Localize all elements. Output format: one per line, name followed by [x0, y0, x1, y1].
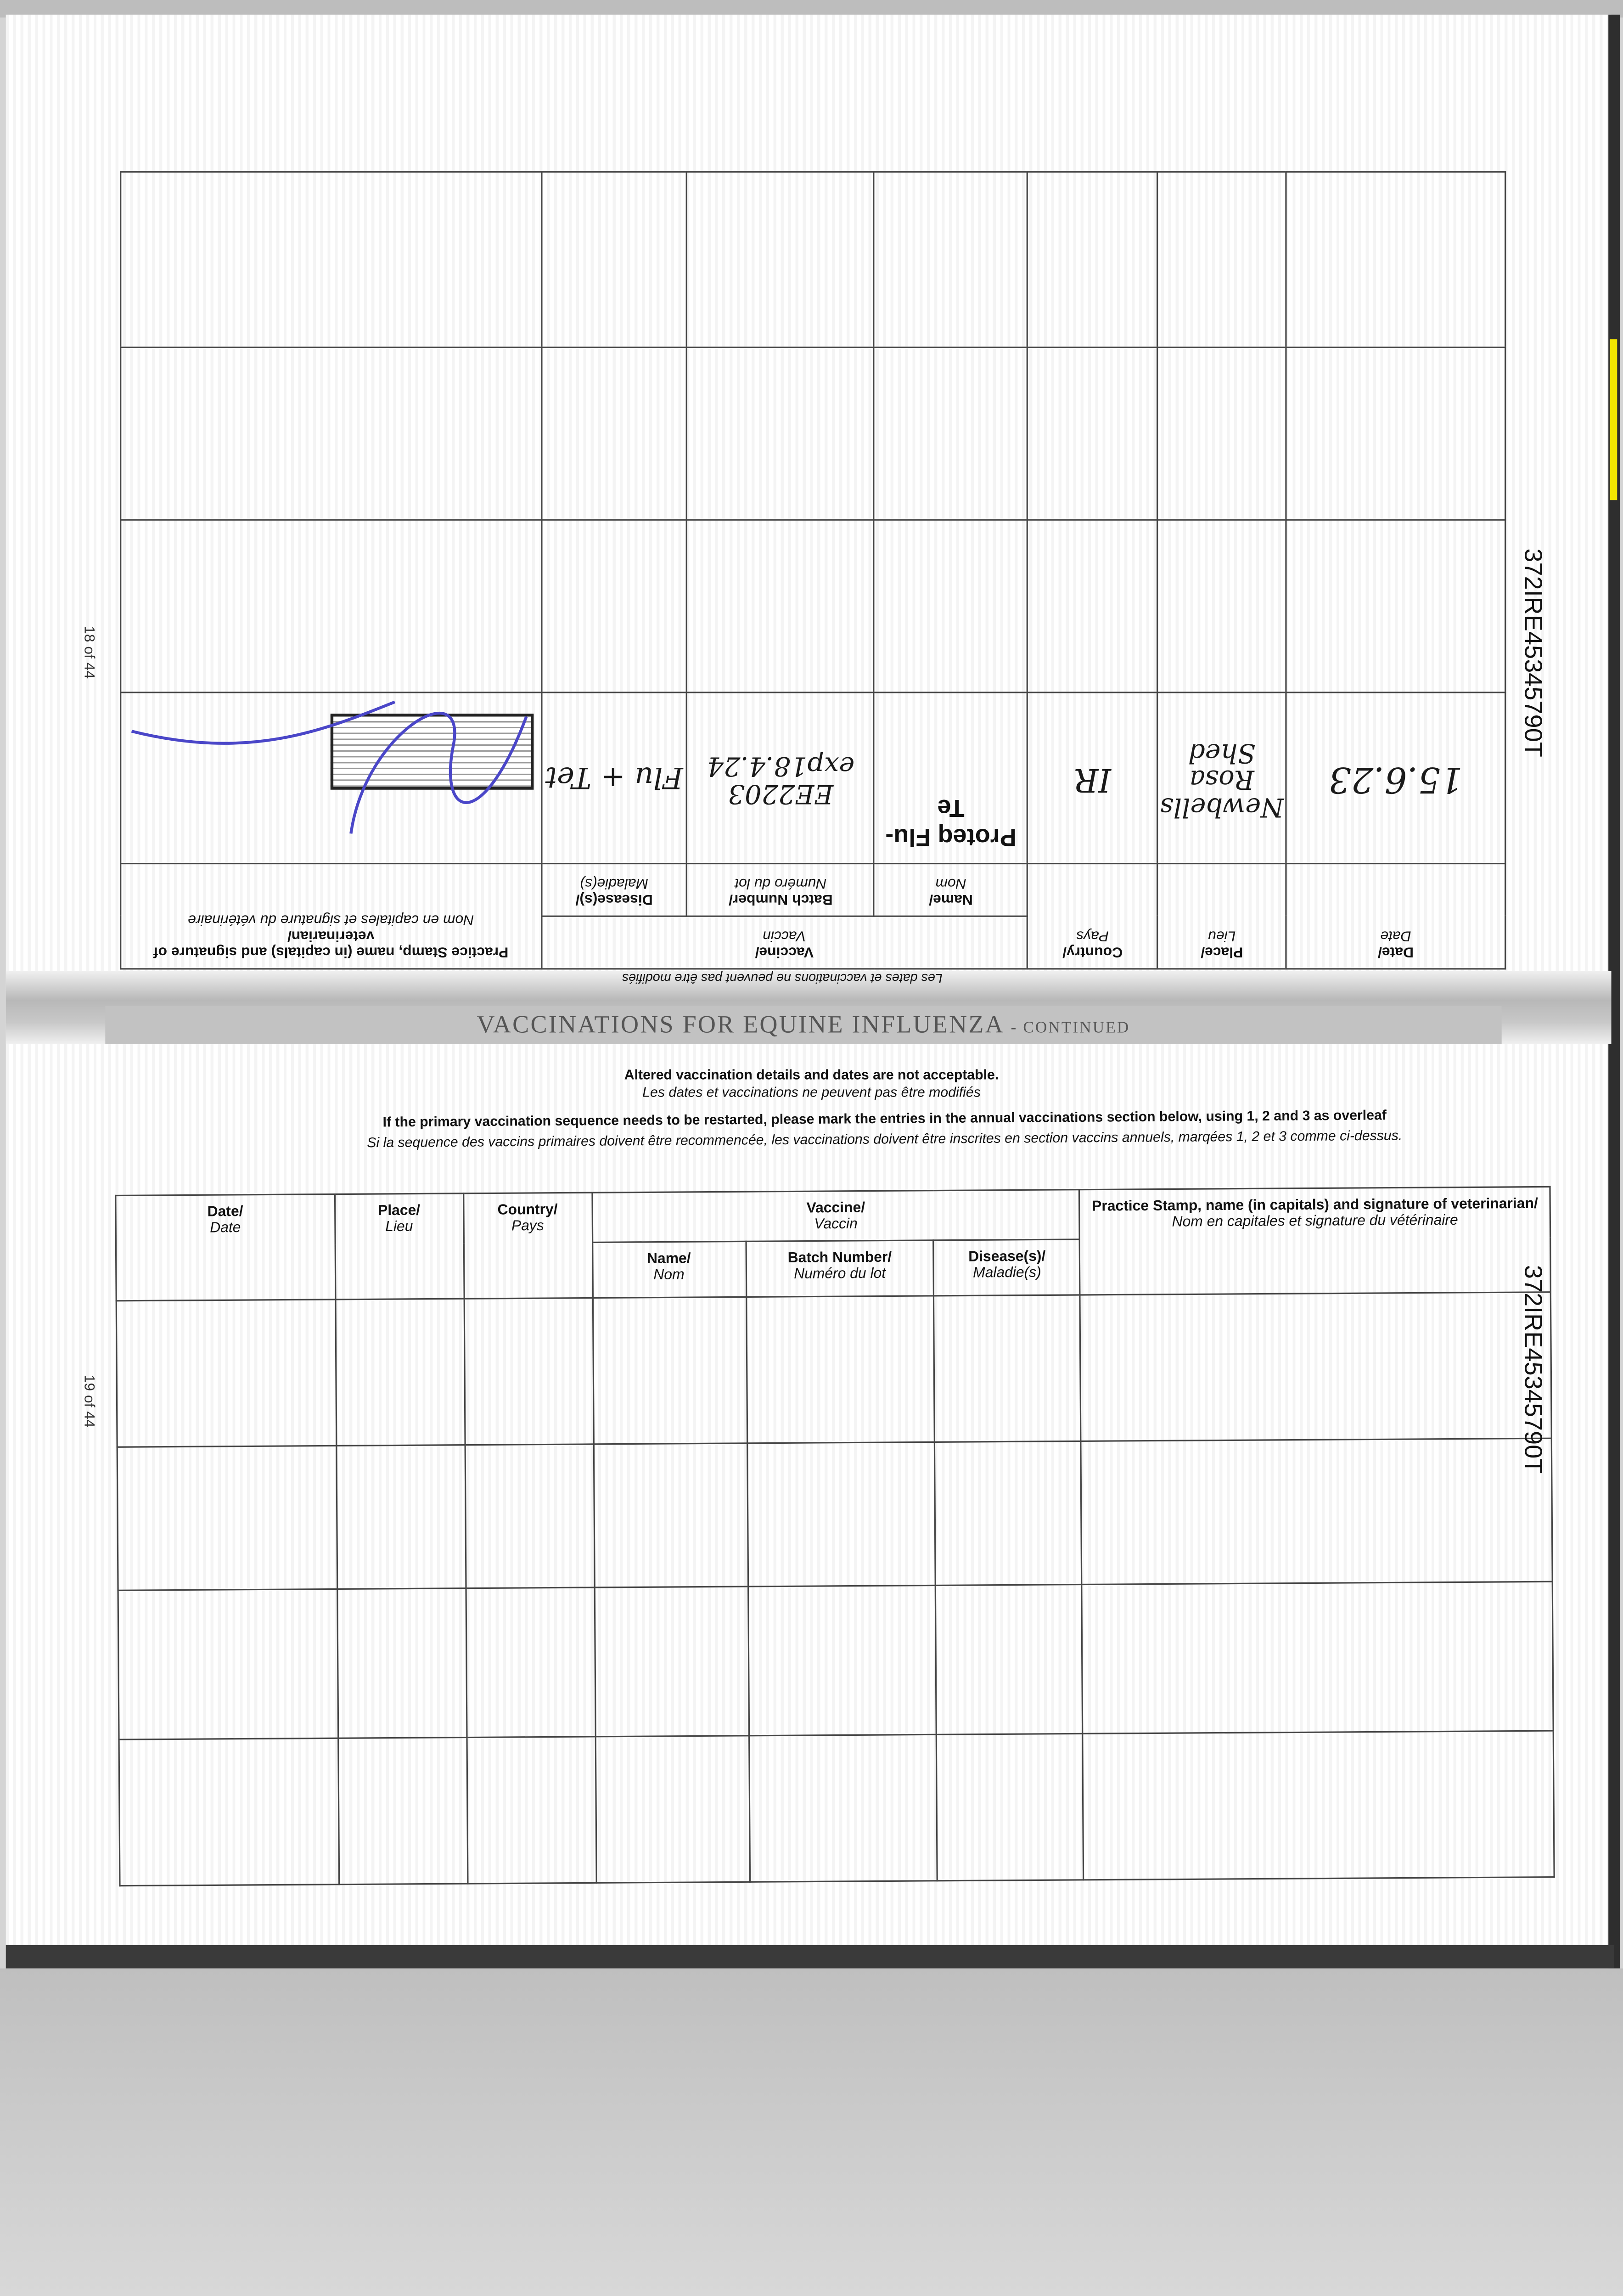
passport-id-upper: 372IRE45345790T: [1519, 548, 1547, 757]
entry-vaccine-name: Proteq Flu-Te: [874, 692, 1028, 864]
entry-place: Newbells Rosa Shed: [1157, 692, 1286, 864]
passport-id-lower: 372IRE45345790T: [1519, 1265, 1547, 1474]
header-vaccine: Vaccine/Vaccin: [591, 1189, 1080, 1243]
notice-altered-fr: Les dates et vaccinations ne peuvent pas…: [642, 1085, 981, 1102]
header-batch: Batch Number/Numéro du lot: [745, 1240, 934, 1297]
header-stamp: Practice Stamp, name (in capitals) and s…: [120, 863, 541, 969]
table-row: 15.6.23 Newbells Rosa Shed IR Proteq Flu…: [120, 692, 1505, 864]
entry-batch: EE2203 exp18.4.24: [687, 692, 875, 864]
section-title: VACCINATIONS FOR EQUINE INFLUENZA - CONT…: [105, 1006, 1502, 1044]
header-batch: Batch Number/Numéro du lot: [687, 863, 875, 917]
entry-disease: Flu + Tet: [541, 692, 687, 864]
lower-vaccination-table: Date/Date Place/Lieu Country/Pays Vaccin…: [115, 1186, 1555, 1886]
header-disease: Disease(s)/Maladie(s): [541, 863, 687, 917]
table-row: [120, 520, 1505, 692]
table-row: [119, 1731, 1555, 1886]
header-country: Country/Pays: [1028, 863, 1158, 969]
entry-date: 15.6.23: [1286, 692, 1505, 864]
header-disease: Disease(s)/Maladie(s): [933, 1239, 1080, 1296]
signature: [130, 700, 528, 834]
yellow-tab: [1610, 339, 1617, 501]
header-place: Place/Lieu: [1157, 863, 1286, 969]
header-date: Date/Date: [115, 1194, 336, 1301]
header-name: Name/Nom: [874, 863, 1028, 917]
section-title-suffix: - CONTINUED: [1011, 1019, 1130, 1037]
table-row: [120, 172, 1505, 348]
section-title-text: VACCINATIONS FOR EQUINE INFLUENZA: [477, 1010, 1003, 1039]
header-vaccine: Vaccine/Vaccin: [541, 916, 1028, 969]
header-country: Country/Pays: [463, 1193, 593, 1299]
page-number-upper: 18 of 44: [80, 626, 97, 679]
table-row: [120, 347, 1505, 520]
page-number-lower: 19 of 44: [80, 1374, 97, 1428]
scanner-bed-bottom: [0, 1968, 1623, 2296]
cover-edge: [6, 1945, 1614, 1969]
header-date: Date/Date: [1286, 863, 1505, 969]
header-stamp: Practice Stamp, name (in capitals) and s…: [1079, 1187, 1551, 1295]
table-row: [116, 1292, 1552, 1447]
notice-altered: Altered vaccination details and dates ar…: [624, 1067, 999, 1084]
entry-country: IR: [1028, 692, 1158, 864]
header-name: Name/Nom: [592, 1241, 746, 1298]
practice-stamp-signature: [120, 692, 541, 864]
table-row: [117, 1438, 1553, 1591]
header-place: Place/Lieu: [334, 1193, 464, 1300]
upper-vaccination-table: Date/Date Place/Lieu Country/Pays Vaccin…: [120, 171, 1506, 970]
table-row: [118, 1581, 1554, 1740]
upper-notice-fr: Les dates et vaccinations ne peuvent pas…: [622, 971, 943, 986]
